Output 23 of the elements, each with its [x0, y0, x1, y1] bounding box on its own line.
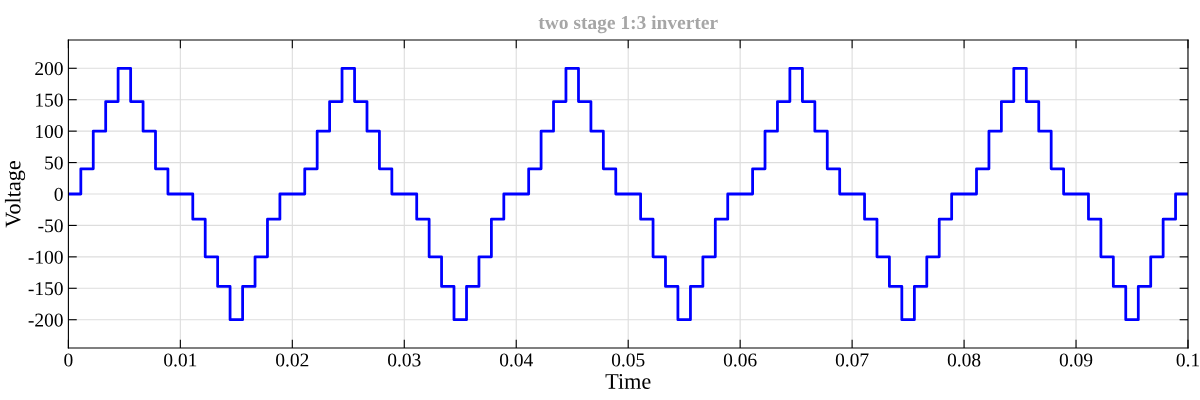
y-tick-label: 100 [36, 124, 63, 139]
y-tick-label: -200 [28, 313, 63, 327]
x-axis-title: Time [605, 373, 651, 389]
y-tick-label: 150 [36, 93, 63, 107]
x-tick-label: 0.03 [388, 353, 421, 367]
y-tick-label: 200 [35, 62, 63, 76]
chart-title: two stage 1:3 inverter [538, 15, 718, 34]
x-tick-label: 0.07 [835, 353, 869, 367]
y-tick-label: 0 [54, 187, 63, 201]
x-tick-label: 0.06 [723, 353, 757, 367]
x-tick-label: 0.09 [1059, 353, 1093, 367]
x-tick-label: 0.02 [276, 353, 309, 367]
y-tick-label: -150 [28, 282, 63, 296]
y-tick-label: 50 [45, 156, 63, 170]
x-tick-label: 0.08 [947, 353, 981, 367]
x-tick-label: 0 [64, 353, 73, 367]
y-axis-title: Voltage [4, 161, 26, 228]
x-tick-label: 0.05 [611, 353, 645, 367]
x-tick-label: 0.01 [164, 353, 197, 367]
y-tick-label: -100 [28, 250, 63, 264]
x-tick-label: 0.1 [1176, 353, 1199, 367]
y-tick-label: -50 [38, 219, 63, 233]
x-tick-label: 0.04 [499, 353, 533, 367]
